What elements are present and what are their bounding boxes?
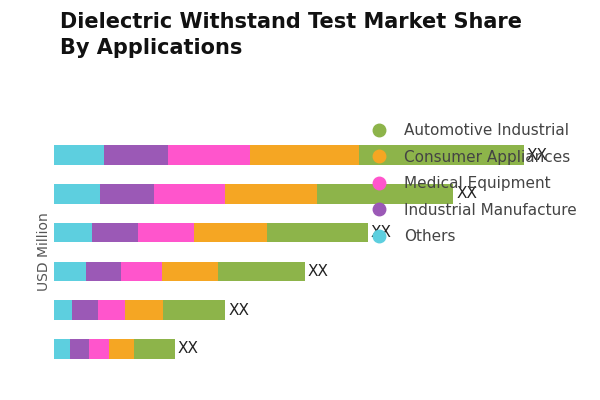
Text: XX: XX [456, 186, 477, 201]
Bar [54, 262, 86, 281]
Bar [54, 146, 104, 165]
Bar [134, 339, 175, 358]
Bar [359, 146, 524, 165]
Bar [72, 300, 98, 320]
Bar [226, 184, 317, 204]
Bar [168, 146, 250, 165]
Bar [163, 300, 226, 320]
Bar [54, 223, 92, 242]
Bar [121, 262, 161, 281]
Bar [268, 223, 368, 242]
Text: XX: XX [526, 148, 547, 163]
Text: XX: XX [178, 341, 199, 356]
Text: XX: XX [228, 303, 249, 318]
Text: XX: XX [307, 264, 328, 279]
Bar [154, 184, 226, 204]
Bar [161, 262, 218, 281]
Bar [70, 339, 89, 358]
Bar [100, 184, 154, 204]
Bar [89, 339, 109, 358]
Bar [250, 146, 359, 165]
Text: Dielectric Withstand Test Market Share
By Applications: Dielectric Withstand Test Market Share B… [60, 12, 522, 58]
Bar [54, 339, 70, 358]
Bar [109, 339, 134, 358]
Bar [104, 146, 168, 165]
Bar [86, 262, 121, 281]
Bar [194, 223, 268, 242]
Legend: Automotive Industrial, Consumer Appliances, Medical Equipment, Industrial Manufa: Automotive Industrial, Consumer Applianc… [364, 123, 577, 244]
Bar [125, 300, 163, 320]
Y-axis label: USD Million: USD Million [37, 213, 51, 291]
Bar [92, 223, 138, 242]
Bar [54, 300, 72, 320]
Bar [218, 262, 305, 281]
Bar [98, 300, 125, 320]
Bar [138, 223, 194, 242]
Text: XX: XX [370, 225, 391, 240]
Bar [54, 184, 100, 204]
Bar [317, 184, 454, 204]
